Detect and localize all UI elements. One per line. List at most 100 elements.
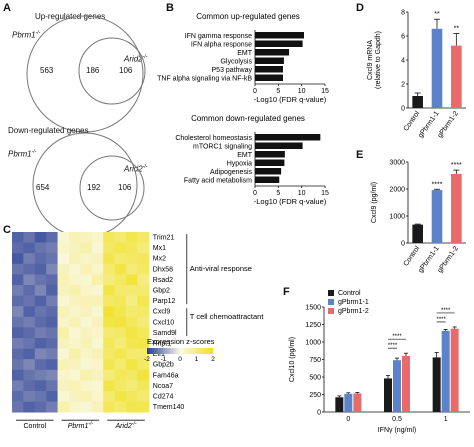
heatmap-cell bbox=[103, 274, 115, 286]
heatmap-cell bbox=[137, 401, 150, 413]
legend-label: gPbrm1-1 bbox=[338, 299, 369, 306]
group-label: Pbrm1-/- bbox=[68, 421, 94, 430]
heatmap-cell bbox=[137, 263, 150, 275]
heatmap-cell bbox=[91, 263, 104, 275]
row-label: Mx1 bbox=[153, 245, 166, 252]
heatmap-cell bbox=[114, 359, 127, 371]
row-label: Ncoa7 bbox=[153, 383, 173, 390]
heatmap-cell bbox=[103, 263, 115, 275]
heatmap-cell bbox=[34, 359, 47, 371]
heatmap-cell bbox=[23, 316, 36, 328]
heatmap-cell bbox=[137, 232, 150, 243]
heatmap-cell bbox=[91, 253, 104, 265]
heatmap-cell bbox=[57, 348, 70, 360]
x-tick-label: 5 bbox=[276, 88, 280, 95]
significance-label: **** bbox=[436, 317, 446, 323]
group-label: Arid2-/- bbox=[114, 421, 136, 430]
row-label: Cd274 bbox=[153, 394, 174, 401]
legend-tick-label: 2 bbox=[211, 356, 215, 363]
heatmap-cell bbox=[80, 327, 93, 339]
heatmap-cell bbox=[23, 232, 36, 243]
heatmap-cell bbox=[137, 348, 150, 360]
significance-label: **** bbox=[388, 343, 398, 349]
group-label-sup: -/- bbox=[88, 421, 93, 427]
venn-down-right-circle bbox=[79, 155, 145, 221]
category-label: Cholesterol homeostasis bbox=[175, 135, 252, 142]
heatmap-cell bbox=[126, 391, 138, 402]
heatmap-cell bbox=[57, 327, 70, 339]
heatmap-cell bbox=[126, 232, 138, 243]
y-tick-label: 1250 bbox=[305, 322, 321, 329]
group-label: Control bbox=[24, 423, 47, 430]
venn-up-circles bbox=[26, 15, 146, 133]
panel-label-b: B bbox=[166, 2, 174, 14]
heatmap-cell bbox=[126, 285, 138, 296]
legend-gradient-segment bbox=[158, 348, 161, 354]
heatmap-cell bbox=[12, 263, 24, 275]
heatmap-cell bbox=[137, 316, 150, 328]
heatmap-cell bbox=[12, 316, 24, 328]
y-tick-label: 8 bbox=[401, 10, 405, 17]
legend-swatch bbox=[328, 290, 334, 296]
y-tick-label: 2 bbox=[401, 82, 405, 89]
heatmap-cell bbox=[80, 306, 93, 318]
legend-gradient-segment bbox=[166, 348, 170, 354]
venn-down-overlap: 192 bbox=[87, 183, 101, 192]
legend-gradient-segment bbox=[208, 348, 212, 354]
legend-tick-label: -1 bbox=[161, 356, 167, 363]
y-tick-label: 1000 bbox=[305, 340, 321, 347]
heatmap-cell bbox=[12, 242, 24, 254]
row-label: Dhx58 bbox=[153, 266, 173, 273]
venn-up-left-circle bbox=[26, 15, 144, 133]
heatmap-cell bbox=[57, 391, 70, 402]
heatmap-cell bbox=[69, 348, 81, 360]
bar bbox=[255, 142, 303, 149]
venn-up-right-only: 106 bbox=[119, 66, 133, 75]
annotation-label: T cell chemoattractant bbox=[190, 312, 265, 321]
heatmap-cell bbox=[34, 401, 47, 413]
category-label: mTORC1 signaling bbox=[193, 144, 252, 151]
venn-up-overlap: 186 bbox=[86, 66, 100, 75]
heatmap-cell bbox=[91, 338, 104, 349]
chart-d: 0 2 4 6 8 Cxcl9 mRNA (relative to Gapdh) Contro… bbox=[367, 10, 466, 139]
heatmap-cell bbox=[91, 232, 104, 243]
legend-swatch bbox=[328, 299, 334, 305]
heatmap-cell bbox=[126, 327, 138, 339]
heatmap-cell bbox=[137, 359, 150, 371]
legend-tick-label: 0 bbox=[178, 356, 182, 363]
heatmap-cell bbox=[46, 359, 58, 371]
heatmap-cell bbox=[46, 306, 58, 318]
legend-gradient-segment bbox=[147, 348, 150, 354]
heatmap-cell bbox=[69, 338, 81, 349]
heatmap-cell bbox=[103, 295, 115, 307]
heatmap-cell bbox=[103, 316, 115, 328]
heatmap-cell bbox=[80, 338, 93, 349]
heatmap-cell bbox=[126, 316, 138, 328]
heatmap-cell bbox=[34, 316, 47, 328]
heatmap-cell bbox=[57, 232, 70, 243]
heatmap-cell bbox=[126, 338, 138, 349]
legend-gradient-segment bbox=[160, 348, 163, 354]
heatmap-cell bbox=[80, 359, 93, 371]
heatmap-cell bbox=[91, 242, 104, 254]
heatmap-cell bbox=[137, 391, 150, 402]
bar bbox=[255, 40, 303, 47]
heatmap-cell bbox=[69, 295, 81, 307]
heatmap-cell bbox=[69, 359, 81, 371]
heatmap-cell bbox=[46, 401, 58, 413]
heatmap-cell bbox=[12, 369, 24, 381]
heatmap-cell bbox=[12, 327, 24, 339]
x-tick-label: Control bbox=[403, 245, 422, 268]
x-axis-label: -Log10 (FDR q-value) bbox=[254, 197, 327, 206]
y-tick-label: 0 bbox=[401, 241, 405, 248]
heatmap-cell bbox=[114, 348, 127, 360]
legend-gradient-segment bbox=[204, 348, 207, 354]
bar bbox=[432, 357, 441, 412]
heatmap-cell bbox=[57, 380, 70, 392]
heatmap-cell bbox=[69, 242, 81, 254]
heatmap-cell bbox=[34, 327, 47, 339]
venn-down-circles bbox=[32, 132, 145, 238]
category-label: P53 pathway bbox=[212, 67, 253, 74]
significance-label: **** bbox=[432, 181, 443, 188]
heatmap-cell bbox=[103, 242, 115, 254]
